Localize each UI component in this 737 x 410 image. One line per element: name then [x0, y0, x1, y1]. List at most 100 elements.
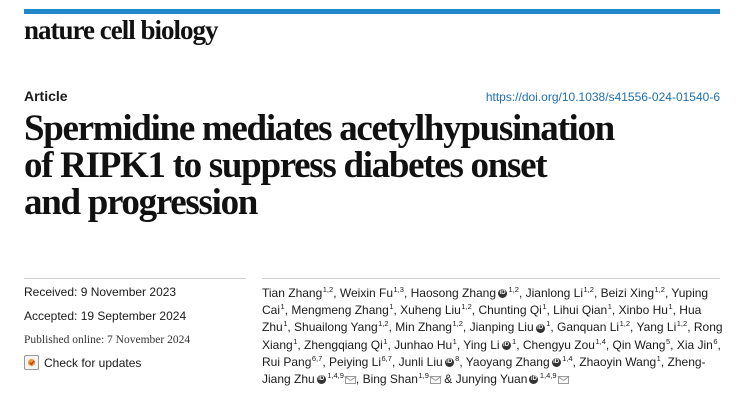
author[interactable]: Tian Zhang1,2: [262, 286, 333, 300]
email-icon[interactable]: [429, 375, 441, 384]
author[interactable]: Zhengqiang Qi1: [304, 337, 387, 352]
affiliation-marker: 5: [665, 336, 671, 346]
affiliation-marker: 1,2: [452, 319, 463, 329]
author[interactable]: Jianlong Li1,2: [526, 286, 594, 300]
author-name: Bing Shan: [362, 372, 418, 387]
doi-link[interactable]: https://doi.org/10.1038/s41556-024-01540…: [485, 90, 720, 104]
author-name: Chengyu Zou: [522, 337, 595, 352]
author-name: Chunting Qi: [478, 303, 542, 318]
affiliation-marker: 1,2: [322, 285, 334, 294]
affiliation-marker: 1: [293, 336, 298, 346]
journal-accent-bar: [24, 9, 720, 14]
accepted-date: Accepted: 19 September 2024: [24, 309, 187, 323]
author[interactable]: Peiying Li6,7: [329, 355, 392, 369]
author[interactable]: Yuping Cai1: [262, 286, 708, 317]
affiliation-marker: 1,2: [378, 319, 389, 329]
author[interactable]: Junhao Hu1: [394, 336, 457, 352]
author-name: Weixin Fu: [339, 286, 394, 300]
author[interactable]: Yang Li1,2: [636, 320, 687, 334]
author[interactable]: Haosong Zhang iD 1,2: [411, 286, 519, 300]
journal-name[interactable]: nature cell biology: [24, 15, 218, 45]
author[interactable]: Jianping Liu iD 1: [470, 320, 551, 334]
author-name: Ying Li: [463, 337, 500, 352]
author[interactable]: Min Zhang1,2: [395, 320, 463, 334]
author[interactable]: Lihui Qian1: [553, 303, 612, 317]
author[interactable]: Junli Liu iD 8: [399, 355, 460, 369]
affiliation-marker: 1: [452, 336, 457, 346]
orcid-icon[interactable]: iD: [444, 358, 454, 368]
orcid-icon[interactable]: iD: [501, 340, 511, 350]
author[interactable]: Chunting Qi1: [478, 303, 546, 317]
email-icon[interactable]: [557, 375, 569, 384]
affiliation-marker: 8: [455, 353, 460, 363]
affiliation-marker: 1: [546, 319, 551, 329]
orcid-icon[interactable]: iD: [529, 375, 539, 385]
author[interactable]: Qin Wang5: [612, 336, 671, 352]
author-name: Yang Li: [636, 320, 677, 335]
affiliation-marker: 1: [280, 302, 285, 312]
affiliation-marker: 1,4: [595, 336, 606, 346]
author[interactable]: Zheng-Jiang Zhu iD 1,4,9: [262, 355, 706, 386]
author[interactable]: Xuheng Liu1,2: [400, 303, 472, 317]
orcid-icon[interactable]: iD: [316, 375, 326, 385]
author-name: Hua Zhu: [262, 303, 702, 335]
author[interactable]: Xinbo Hu1: [619, 303, 673, 317]
author[interactable]: Beizi Xing1,2: [601, 286, 665, 300]
author-name: Zheng-Jiang Zhu: [262, 354, 706, 387]
crossmark-icon: [24, 355, 39, 370]
author[interactable]: Yaoyang Zhang iD 1,4: [466, 355, 573, 369]
affiliation-marker: 1,4,9: [327, 371, 344, 381]
orcid-icon[interactable]: iD: [498, 289, 508, 299]
affiliation-marker: 1,2: [461, 302, 472, 312]
author-name: Peiying Li: [328, 354, 382, 369]
author-name: Beizi Xing: [600, 286, 654, 300]
author[interactable]: Rong Xiang1: [262, 320, 723, 351]
affiliation-marker: 1: [607, 302, 612, 312]
title-line: and progression: [24, 182, 258, 223]
author-list: Tian Zhang1,2, Weixin Fu1,3, Haosong Zha…: [262, 285, 723, 387]
author[interactable]: Ganquan Li1,2: [557, 320, 630, 334]
author[interactable]: Xia Jin6: [676, 336, 718, 352]
orcid-icon[interactable]: iD: [535, 323, 545, 333]
affiliation-marker: 6: [713, 336, 718, 346]
author-name: Junhao Hu: [394, 337, 453, 352]
affiliation-marker: 1,2: [583, 285, 594, 294]
divider-right: [262, 278, 720, 279]
affiliation-marker: 1: [512, 336, 517, 346]
author[interactable]: Chengyu Zou1,4: [522, 336, 606, 352]
author-name: Tian Zhang: [262, 286, 323, 300]
author-name: Lihui Qian: [553, 303, 608, 318]
author-name: Zhengqiang Qi: [304, 337, 383, 352]
affiliation-marker: 1: [656, 353, 661, 363]
author[interactable]: Junying Yuan iD 1,4,9: [456, 372, 569, 386]
author[interactable]: Weixin Fu1,3: [340, 286, 404, 300]
author-name: Xuheng Liu: [400, 303, 461, 318]
check-for-updates-button[interactable]: Check for updates: [24, 355, 246, 370]
author-name: Yuping Cai: [262, 286, 709, 318]
title-line: of RIPK1 to suppress diabetes onset: [24, 145, 548, 186]
author[interactable]: Bing Shan1,9: [363, 372, 441, 386]
author-name: Qin Wang: [612, 337, 666, 352]
email-icon[interactable]: [344, 375, 356, 384]
author-name: Haosong Zhang: [410, 286, 497, 300]
author[interactable]: Shuailong Yang1,2: [294, 320, 389, 334]
affiliation-marker: 1,2: [654, 285, 665, 294]
author[interactable]: Ying Li iD 1: [463, 336, 517, 352]
check-for-updates-label: Check for updates: [44, 355, 142, 370]
affiliation-marker: 1: [389, 302, 394, 312]
author-name: Jianlong Li: [525, 286, 584, 300]
author-name: Yaoyang Zhang: [465, 354, 550, 369]
author[interactable]: Rui Pang6,7: [262, 355, 322, 369]
article-history: Received: 9 November 2023 Accepted: 19 S…: [24, 285, 246, 370]
orcid-icon[interactable]: iD: [551, 358, 561, 368]
published-date: Published online: 7 November 2024: [24, 334, 191, 346]
author[interactable]: Mengmeng Zhang1: [291, 303, 393, 317]
author-name: Xia Jin: [676, 337, 713, 352]
article-title: Spermidine mediates acetylhypusination o…: [24, 110, 724, 221]
affiliation-marker: 6,7: [311, 353, 323, 363]
divider-left: [24, 278, 246, 279]
author[interactable]: Zhaoyin Wang1: [579, 355, 661, 369]
author-name: Jianping Liu: [469, 320, 534, 335]
article-type: Article: [24, 88, 68, 104]
author[interactable]: Hua Zhu1: [262, 303, 701, 334]
